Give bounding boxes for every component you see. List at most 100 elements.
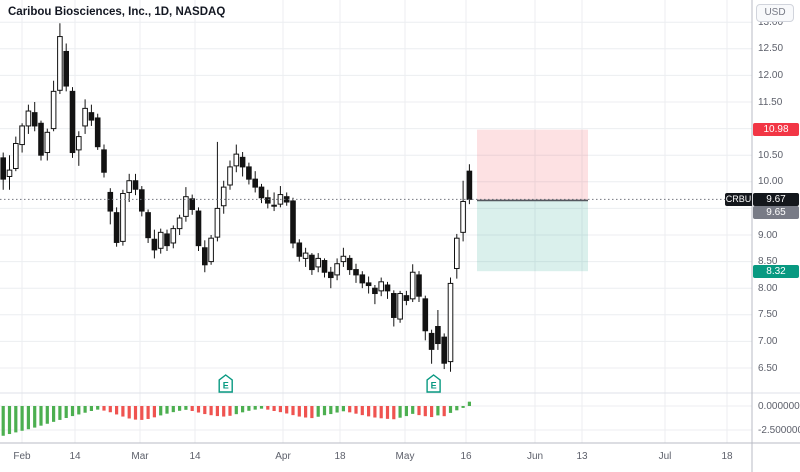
- histogram-bar: [442, 406, 446, 417]
- histogram-bar: [398, 406, 402, 418]
- earnings-tag-icon: [218, 374, 233, 393]
- candle: [422, 295, 429, 341]
- histogram-bar: [392, 406, 396, 420]
- histogram-bar: [266, 406, 270, 410]
- histogram-bar: [322, 406, 327, 416]
- candle: [227, 160, 233, 190]
- histogram-bar: [247, 406, 251, 411]
- candle: [454, 233, 460, 279]
- histogram-bar: [455, 406, 459, 411]
- candle: [302, 247, 309, 267]
- histogram-bar: [253, 406, 257, 410]
- histogram-bar: [77, 406, 81, 415]
- histogram-bar: [26, 406, 30, 430]
- candle: [384, 281, 391, 299]
- time-axis-label: 14: [189, 451, 201, 462]
- candle: [214, 141, 221, 242]
- histogram-bar: [171, 406, 175, 413]
- histogram-bar: [108, 406, 112, 413]
- candle: [183, 187, 189, 222]
- candle: [69, 87, 76, 158]
- histogram-bar: [33, 406, 37, 428]
- time-axis-label: Mar: [131, 451, 149, 462]
- histogram-bar: [52, 406, 56, 422]
- candle: [57, 23, 63, 95]
- candle: [340, 247, 347, 267]
- earnings-marker[interactable]: E: [426, 374, 441, 393]
- time-axis-label: 14: [69, 451, 81, 462]
- histogram-bar: [7, 406, 12, 435]
- candle: [246, 162, 252, 185]
- histogram-bar: [360, 406, 364, 416]
- histogram-bar: [115, 406, 119, 415]
- candle: [25, 104, 32, 134]
- histogram-bar: [417, 406, 421, 416]
- position-target-zone[interactable]: [477, 200, 588, 272]
- candle: [441, 333, 447, 370]
- histogram-bar: [234, 406, 238, 415]
- candle: [19, 123, 25, 153]
- price-tick-label: 10.50: [758, 149, 784, 161]
- stop-price-badge: 10.98: [753, 123, 799, 137]
- earnings-marker[interactable]: E: [218, 374, 233, 393]
- currency-toggle-button[interactable]: USD: [756, 4, 794, 22]
- histogram-bar: [404, 406, 408, 417]
- histogram-bar: [373, 406, 377, 418]
- candle: [31, 102, 38, 132]
- candle: [50, 80, 57, 132]
- histogram-bar: [329, 406, 333, 415]
- candle: [309, 253, 315, 275]
- histogram-bar: [190, 406, 194, 411]
- candle: [277, 186, 284, 208]
- candle: [233, 144, 240, 173]
- position-stop-zone[interactable]: [477, 129, 588, 201]
- price-axis[interactable]: [752, 0, 800, 443]
- histogram-bar: [228, 406, 232, 416]
- candle: [88, 104, 95, 126]
- candle: [126, 173, 133, 203]
- candle: [6, 155, 13, 190]
- histogram-bar: [348, 406, 352, 413]
- histogram-bar: [89, 406, 93, 411]
- target-price-badge: 8.32: [753, 264, 799, 278]
- candle: [13, 136, 19, 172]
- earnings-marker-label: E: [431, 381, 437, 391]
- candle: [403, 290, 410, 306]
- candle: [44, 128, 51, 161]
- price-tick-label: 8.50: [758, 256, 778, 268]
- candle: [378, 277, 384, 297]
- candle: [0, 152, 6, 190]
- histogram-bar: [203, 406, 207, 415]
- candle: [346, 255, 353, 275]
- histogram-bar: [127, 406, 131, 419]
- histogram-bar: [184, 406, 188, 410]
- histogram-bar: [20, 406, 24, 431]
- candle: [290, 197, 296, 249]
- histogram-bar: [411, 406, 415, 414]
- candle: [239, 152, 246, 177]
- candle: [460, 180, 466, 242]
- candle: [195, 207, 202, 251]
- candle: [94, 113, 101, 150]
- price-tick-label: 12.50: [758, 43, 784, 55]
- histogram-bar: [96, 406, 100, 410]
- last-price-badge: 9.67: [753, 192, 799, 206]
- histogram-bar: [297, 406, 301, 417]
- histogram-bar: [379, 406, 383, 419]
- candle: [416, 271, 422, 303]
- time-axis-label: Jun: [526, 451, 544, 462]
- candle: [258, 183, 265, 204]
- histogram-bar: [448, 406, 453, 413]
- time-axis-label: Jul: [658, 451, 672, 462]
- earnings-tag-icon: [426, 374, 441, 393]
- candlestick-series: [0, 23, 473, 372]
- candle: [435, 310, 441, 350]
- entry-price-badge: 9.65: [753, 206, 799, 220]
- candle: [397, 290, 403, 323]
- histogram-bar: [83, 406, 87, 413]
- histogram-bar: [367, 406, 371, 417]
- candle: [328, 266, 334, 289]
- histogram-bar: [159, 406, 163, 416]
